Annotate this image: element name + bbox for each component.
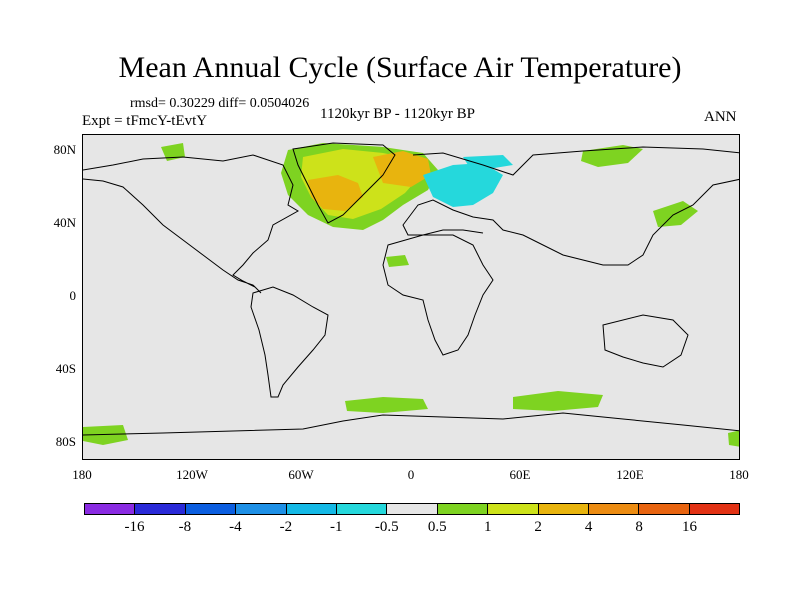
lat-tick-0: 0 <box>69 288 77 303</box>
plot-title: Mean Annual Cycle (Surface Air Temperatu… <box>118 51 682 84</box>
colorbar-label: 0.5 <box>427 519 447 535</box>
colorbar-cell <box>639 504 690 514</box>
lon-tick-120e: 120E <box>616 467 644 482</box>
anomaly-orange-iceland <box>373 151 431 187</box>
colorbar <box>84 503 740 515</box>
anomaly-orange-greenland <box>308 175 363 211</box>
colorbar-label: 8 <box>635 519 643 535</box>
coast-north-america <box>83 154 299 294</box>
colorbar-label: -1 <box>330 519 343 535</box>
colorbar-cell <box>689 504 740 514</box>
colorbar-label: 16 <box>682 519 698 535</box>
season-label: ANN <box>704 109 737 125</box>
colorbar-cell <box>437 504 489 514</box>
lat-tick-80n: 80N <box>53 142 76 157</box>
lon-tick-180w: 180 <box>72 467 92 482</box>
lon-tick-0: 0 <box>407 467 415 482</box>
colorbar-cell <box>538 504 589 514</box>
colorbar-cell <box>336 504 388 514</box>
coast-australia <box>602 314 689 368</box>
colorbar-label: -4 <box>229 519 242 535</box>
colorbar-cell <box>588 504 640 514</box>
lon-tick-60e: 60E <box>509 467 531 482</box>
map-panel <box>82 134 740 460</box>
colorbar-label: 2 <box>534 519 542 535</box>
anomaly-green-antarctic-east <box>728 430 739 447</box>
coast-eurasia <box>402 146 739 266</box>
period-label: 1120kyr BP - 1120kyr BP <box>320 106 476 122</box>
colorbar-cell <box>85 504 136 514</box>
colorbar-label: -16 <box>124 519 145 535</box>
anomaly-fields <box>83 143 739 447</box>
coast-antarctica <box>83 412 739 436</box>
coast-south-america <box>250 286 329 398</box>
lon-tick-60w: 60W <box>288 467 314 482</box>
lon-tick-120w: 120W <box>176 467 208 482</box>
lat-tick-40s: 40S <box>55 361 76 376</box>
colorbar-cell <box>185 504 237 514</box>
lat-tick-40n: 40N <box>53 215 76 230</box>
colorbar-cell <box>135 504 186 514</box>
anomaly-green-sahara <box>386 255 409 267</box>
anomaly-cyan-scandinavia <box>423 163 503 207</box>
experiment-label: Expt = tFmcY-tEvtY <box>82 113 208 129</box>
coast-greenland <box>292 142 396 224</box>
lat-tick-80s: 80S <box>55 434 76 449</box>
colorbar-cell <box>488 504 539 514</box>
colorbar-cell <box>236 504 287 514</box>
anomaly-green-southern-ocean-east <box>513 391 603 411</box>
anomaly-green-southern-ocean-west <box>345 397 428 413</box>
anomaly-green-siberia <box>581 145 643 167</box>
colorbar-cell <box>387 504 438 514</box>
colorbar-label: 1 <box>483 519 492 535</box>
colorbar-label: 4 <box>584 519 593 535</box>
anomaly-green-antarctic-west <box>83 425 128 445</box>
coastlines <box>83 142 739 436</box>
colorbar-cell <box>286 504 337 514</box>
colorbar-label: -0.5 <box>374 519 399 535</box>
anomaly-cyan-norwegian-sea <box>463 155 513 169</box>
anomaly-green-canada <box>161 143 185 161</box>
stats-label: rmsd= 0.30229 diff= 0.0504026 <box>130 96 310 111</box>
lon-tick-180e: 180 <box>729 467 749 482</box>
map-canvas <box>83 142 739 447</box>
colorbar-label: -2 <box>279 519 293 535</box>
colorbar-label: -8 <box>178 519 192 535</box>
coast-africa <box>382 234 494 356</box>
